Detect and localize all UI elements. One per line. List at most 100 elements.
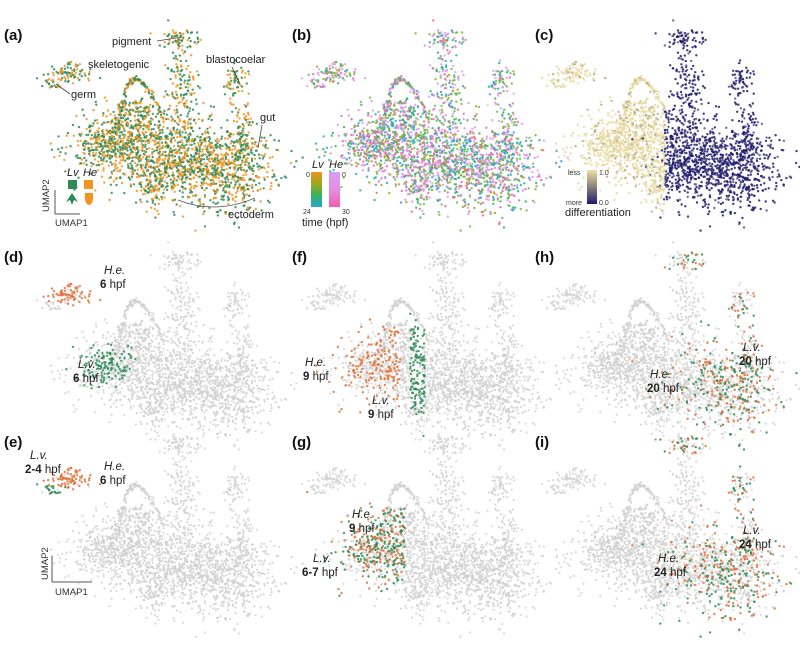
umap-cell [135, 201, 137, 203]
umap-cell [174, 74, 176, 76]
umap-cell [187, 90, 189, 92]
umap-cell [396, 165, 398, 167]
umap-cell [147, 188, 149, 190]
umap-cell [493, 163, 495, 165]
umap-cell [502, 126, 504, 128]
umap-cell [187, 86, 189, 88]
umap-cell [344, 140, 346, 142]
umap-cell [541, 149, 543, 151]
umap-cell [163, 188, 165, 190]
umap-cell [467, 213, 469, 215]
umap-cell [391, 138, 393, 140]
umap-cell [413, 147, 415, 149]
umap-cell [460, 174, 462, 176]
umap-cell [188, 140, 190, 142]
umap-cell [332, 66, 334, 68]
umap-cell [409, 131, 411, 133]
umap-cell [379, 138, 381, 140]
umap-cell [372, 145, 374, 147]
umap-cell [396, 157, 398, 159]
umap-cell [473, 140, 475, 142]
umap-cell [166, 93, 168, 95]
umap-cell [444, 32, 446, 34]
umap-cell [221, 163, 223, 165]
umap-cell [360, 152, 362, 154]
umap-cell [389, 174, 391, 176]
umap-cell [470, 187, 472, 189]
umap-cell [161, 131, 163, 133]
umap-cell [389, 119, 391, 121]
umap-cell [123, 128, 125, 130]
umap-cell [234, 168, 236, 170]
umap-cell [248, 93, 250, 95]
umap-cell [409, 91, 411, 93]
umap-cell [115, 178, 117, 180]
umap-cell [373, 154, 375, 156]
umap-cell [244, 76, 246, 78]
umap-cell [388, 152, 390, 154]
umap-cell [489, 185, 491, 187]
umap-cell [183, 147, 185, 149]
umap-cell [323, 155, 325, 157]
umap-cell [474, 115, 476, 117]
umap-cell [183, 145, 185, 147]
umap-cell [460, 163, 462, 165]
umap-cell [158, 137, 160, 139]
umap-cell [134, 162, 136, 164]
umap-cell [110, 122, 112, 124]
umap-cell [442, 58, 444, 60]
umap-cell [266, 176, 268, 178]
umap-cell [227, 203, 229, 205]
umap-cell [447, 161, 449, 163]
umap-cell [47, 73, 49, 75]
umap-cell [469, 225, 471, 227]
umap-cell [134, 136, 136, 138]
umap-cell [141, 82, 143, 84]
umap-cell [167, 163, 169, 165]
umap-cell [129, 146, 131, 148]
umap-cell [252, 173, 254, 175]
umap-cell [514, 166, 516, 168]
umap-cell [187, 39, 189, 41]
umap-cell [329, 152, 331, 154]
umap-cell [53, 68, 55, 70]
umap-cell [482, 167, 484, 169]
umap-cell [254, 143, 256, 145]
umap-cell [205, 187, 207, 189]
umap-cell [416, 153, 418, 155]
umap-cell [151, 93, 153, 95]
umap-cell [464, 139, 466, 141]
umap-cell [177, 117, 179, 119]
umap-cell [201, 169, 203, 171]
umap-cell [444, 145, 446, 147]
umap-cell [454, 107, 456, 109]
umap-cell [77, 144, 79, 146]
umap-cell [428, 33, 430, 35]
umap-cell [133, 183, 135, 185]
umap-cell [482, 163, 484, 165]
umap-cell [96, 137, 98, 139]
umap-cell [177, 58, 179, 60]
umap-cell [448, 151, 450, 153]
umap-cell [434, 147, 436, 149]
umap-cell [295, 160, 297, 162]
umap-cell [530, 144, 532, 146]
axis-x-label-a: UMAP1 [55, 218, 88, 229]
umap-cell [529, 153, 531, 155]
umap-cell [504, 150, 506, 152]
umap-cell [75, 72, 77, 74]
umap-cell [179, 190, 181, 192]
umap-cell [179, 170, 181, 172]
umap-cell [198, 145, 200, 147]
umap-cell [237, 111, 239, 113]
umap-cell [522, 176, 524, 178]
umap-cell [81, 75, 83, 77]
umap-cell [451, 115, 453, 117]
umap-cell [165, 135, 167, 137]
umap-cell [129, 140, 131, 142]
umap-cell [119, 169, 121, 171]
umap-cell [352, 142, 354, 144]
umap-cell [170, 116, 172, 118]
umap-cell [413, 166, 415, 168]
umap-cell [158, 181, 160, 183]
